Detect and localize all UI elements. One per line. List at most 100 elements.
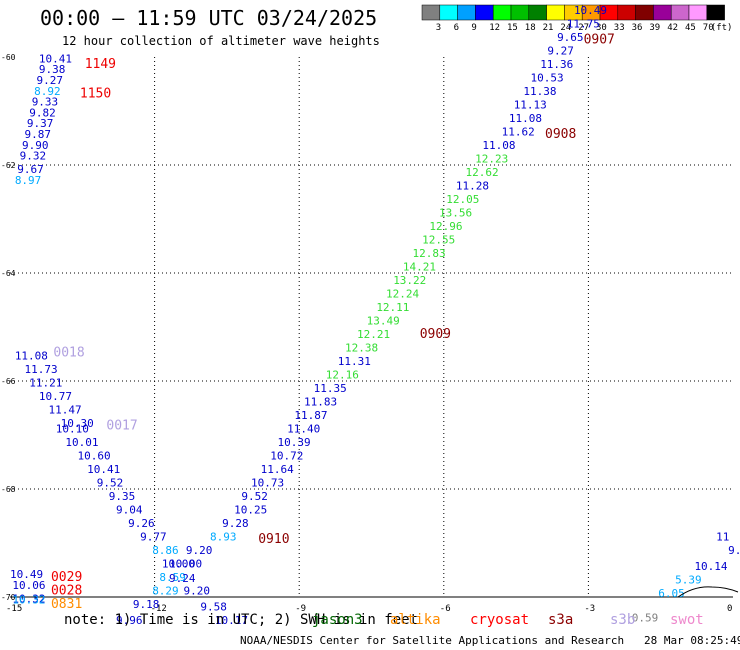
swh-data-label: 9.38 [39,63,66,76]
swh-data-label: 12.62 [465,166,498,179]
data-labels: 10.419.389.278.929.339.829.379.879.909.3… [10,4,740,627]
swh-data-label: 12.23 [475,152,508,165]
swh-data-label: 13.56 [439,206,472,219]
colorbar-swatch [510,4,530,21]
swh-data-label: 11.21 [29,376,62,389]
swh-data-label: 9.20 [184,584,211,597]
swh-data-label: 10.30 [61,417,94,430]
satellite-legend-swot: swot [670,612,704,628]
colorbar-label: 45 [685,23,696,33]
pass-time-label: 0028 [51,583,82,598]
colorbar-swatch [492,4,512,21]
swh-data-label: 9.37 [27,117,54,130]
swh-data-label: 12.83 [412,247,445,260]
swh-data-label: 10.32 [12,592,45,605]
pass-time-label: 0908 [545,127,576,142]
pass-time-label: 0910 [258,532,289,547]
swh-data-label: 10.32 [12,593,45,606]
swh-data-label: 10.39 [278,436,311,449]
colorbar-swatch [528,4,547,21]
pass-time-label: 1150 [80,87,111,102]
swh-data-label: 8.29 [152,584,179,597]
swh-data-label: 9.32 [20,150,47,163]
swh-data-label: 11.31 [338,355,371,368]
swh-data-label: 10.01 [65,436,98,449]
swh-data-label: 10.53 [531,71,564,84]
swh-data-label: 10.60 [77,449,110,462]
x-tick-label: -3 [584,604,595,614]
colorbar-label: 15 [507,23,518,33]
colorbar-swatch [457,4,476,21]
swh-data-label: 9.28 [222,517,249,530]
grid [10,57,733,598]
swh-data-label: 12.96 [429,220,462,233]
colorbar-label: 12 [489,23,500,33]
swh-data-label: 11.47 [49,403,82,416]
colorbar-label: 27 [578,23,589,33]
pass-time-label: 0029 [51,570,82,585]
colorbar-label: 70 [703,23,714,33]
y-tick-label: -68 [1,485,16,494]
swh-data-label: 10.00 [162,557,195,570]
swh-data-label: 11.28 [456,179,489,192]
swh-data-label: 9.90 [22,139,49,152]
swh-data-label: 9.27 [37,74,64,87]
swh-data-label: 10.06 [12,579,45,592]
swh-data-label: 6.05 [658,587,685,600]
pass-time-label: 0017 [106,419,137,434]
y-tick-label: -64 [1,269,16,278]
swh-data-label: 11.64 [261,463,294,476]
swh-data-label: 9.26 [128,517,155,530]
swh-data-label: 13.49 [367,314,400,327]
swh-data-label: 11.75 [567,17,600,30]
colorbar-swatch [421,4,441,21]
x-tick-label: -15 [6,604,22,614]
colorbar-unit: (ft) [711,23,733,33]
pass-time-label: 0831 [51,597,82,612]
swh-data-label: 9.24 [169,572,196,585]
swh-data-label: 11.35 [314,382,347,395]
colorbar-label: 6 [454,23,459,33]
swh-data-label: 8.93 [210,530,237,543]
colorbar-label: 3 [436,23,441,33]
colorbar-swatch [688,4,708,21]
pass-time-label: 0907 [584,33,615,48]
swh-data-label: 11.83 [304,395,337,408]
y-tick-label: -60 [1,53,16,62]
satellite-legend-jason3: jason3 [312,612,363,628]
colorbar-label: 9 [471,23,476,33]
swh-data-label: 14.21 [403,260,436,273]
swh-data-label: 9.77 [140,530,167,543]
swh-data-label: 9.52 [241,490,267,503]
colorbar-swatch [546,4,565,21]
colorbar-label: 39 [649,23,660,33]
swh-data-label: 12.05 [446,193,479,206]
colorbar-swatch [635,4,654,21]
swh-data-label: 13.22 [393,274,426,287]
swh-data-label: 11.62 [502,125,535,138]
colorbar-label: 24 [560,23,571,33]
swh-data-label: 11 [716,530,729,543]
swh-data-label: 9.35 [109,490,136,503]
swh-data-label: 11.38 [523,85,556,98]
chart-subtitle: 12 hour collection of altimeter wave hei… [62,34,380,48]
swh-data-label: 12.38 [345,341,378,354]
colorbar-label: 21 [543,23,554,33]
pass-time-label: 1149 [85,57,116,72]
y-tick-label: -70 [1,593,16,602]
colorbar-label: 42 [667,23,678,33]
swh-data-label: 10.14 [694,560,727,573]
swh-data-label: 9.52 [97,476,124,489]
colorbar-swatch [670,4,690,21]
swh-data-label: 9.33 [32,96,59,109]
x-tick-label: -12 [151,604,167,614]
footer-credit: NOAA/NESDIS Center for Satellite Applica… [240,634,740,647]
colorbar: 3 6 9 12 15 18 21 24 27 30 33 36 39 42 45 70(ft) [421,4,733,33]
swh-data-label: 8.86 [152,544,179,557]
satellite-legend-s3b: s3b [610,612,636,628]
pass-time-label: 0909 [420,327,451,342]
swh-data-label: 10.00 [169,557,202,570]
axis-tick-labels: -15 -12 -9 -6 -3 0 -60 -62 -64 -66 -68 -70 [1,53,732,614]
swh-data-label: 10.72 [270,449,303,462]
